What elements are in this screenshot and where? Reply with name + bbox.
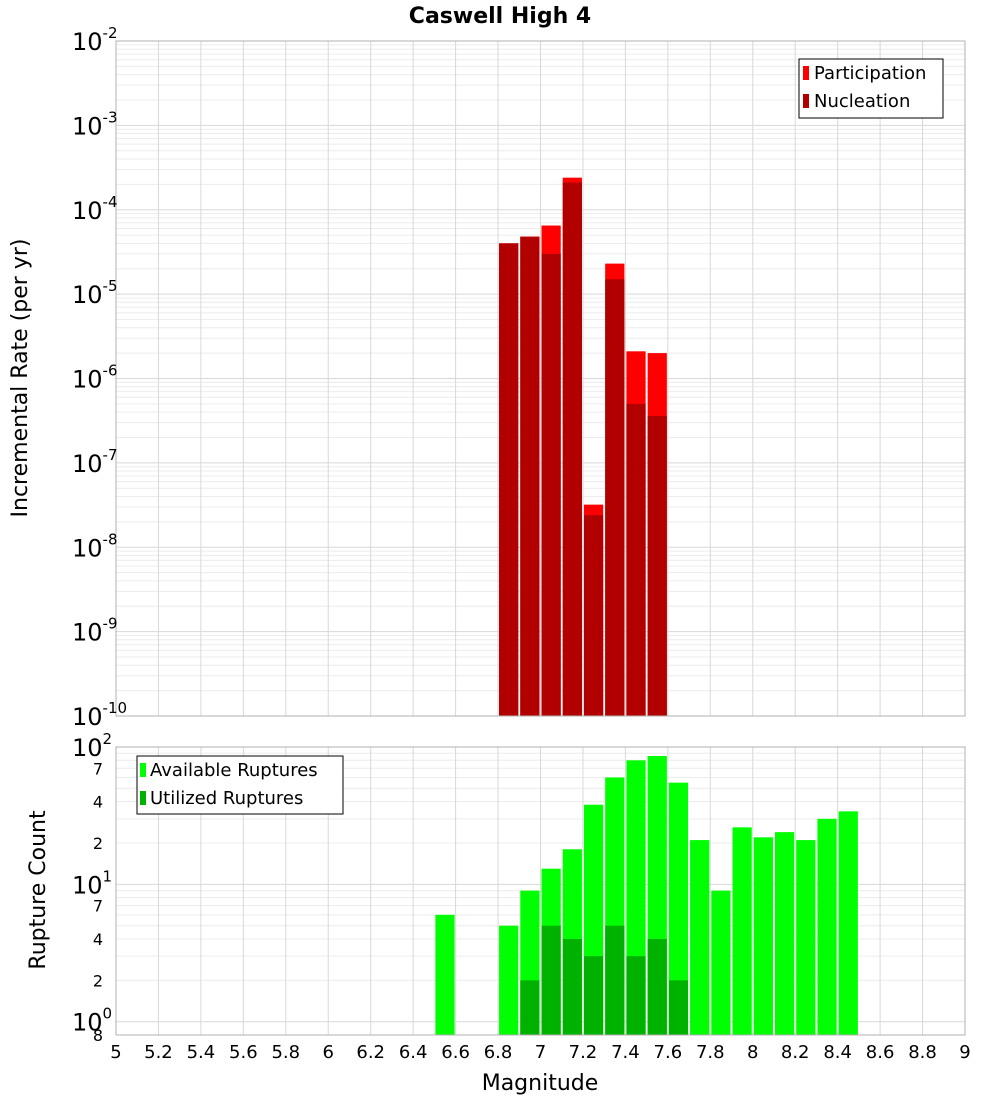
- magnitude-x-tick-label: 6.8: [484, 1042, 513, 1063]
- utilized-ruptures-bar: [562, 939, 582, 1035]
- magnitude-x-tick-label: 5: [110, 1042, 121, 1063]
- magnitude-x-tick-label: 8.2: [781, 1042, 810, 1063]
- count-y-minor-tick-label: 4: [93, 793, 103, 812]
- legend-label: Available Ruptures: [150, 760, 318, 781]
- legend-swatch: [803, 94, 809, 108]
- available-ruptures-bar: [499, 925, 519, 1035]
- rate-y-tick-label: 10-2: [72, 24, 118, 56]
- magnitude-x-tick-label: 7.6: [654, 1042, 683, 1063]
- utilized-ruptures-bar: [668, 980, 689, 1035]
- rate-y-axis-label: Incremental Rate (per yr): [8, 239, 33, 518]
- rate-y-tick-label: 10-3: [72, 108, 118, 140]
- rate-y-tick-labels: 10-10 10-9 10-8 10-7 10-6 10-5 10-4 10-3 10-2: [72, 24, 127, 731]
- count-y-minor-tick-label: 8: [93, 1026, 103, 1045]
- available-ruptures-bar: [711, 890, 731, 1035]
- magnitude-x-tick-label: 5.4: [187, 1042, 216, 1063]
- rate-y-tick-label: 10-6: [72, 362, 118, 394]
- count-y-minor-tick-label: 7: [93, 759, 103, 778]
- nucleation-bar: [499, 243, 519, 717]
- nucleation-bar: [605, 279, 625, 716]
- legend-label: Participation: [814, 63, 926, 84]
- rate-legend: Participation Nucleation: [798, 58, 944, 119]
- utilized-ruptures-bar: [626, 956, 646, 1035]
- magnitude-x-tick-label: 6.2: [356, 1042, 385, 1063]
- legend-swatch: [140, 791, 146, 805]
- available-ruptures-bar: [435, 914, 455, 1035]
- rate-legend-box: [798, 58, 944, 119]
- nucleation-bar: [647, 415, 667, 716]
- legend-label: Utilized Ruptures: [150, 788, 303, 809]
- available-ruptures-bar: [774, 832, 795, 1035]
- rate-bars: [499, 177, 667, 717]
- magnitude-x-tick-label: 5.2: [144, 1042, 173, 1063]
- count-legend-box: [136, 755, 344, 815]
- nucleation-bar: [626, 403, 646, 716]
- count-y-minor-tick-label: 2: [93, 834, 103, 853]
- count-y-minor-tick-label: 2: [93, 971, 103, 990]
- magnitude-x-tick-label: 8.6: [866, 1042, 895, 1063]
- utilized-ruptures-bar: [647, 939, 667, 1035]
- legend-label: Nucleation: [814, 91, 910, 112]
- nucleation-bar: [583, 515, 604, 716]
- available-ruptures-bar: [796, 840, 816, 1035]
- rate-y-tick-label: 10-10: [72, 699, 127, 731]
- available-ruptures-bar: [690, 840, 710, 1035]
- magnitude-x-tick-label: 7.2: [569, 1042, 598, 1063]
- rate-plot-border: [115, 40, 966, 717]
- count-plot-border: [115, 746, 966, 1036]
- nucleation-bar: [520, 236, 540, 716]
- magnitude-x-tick-label: 6.4: [399, 1042, 428, 1063]
- available-ruptures-bar: [668, 782, 689, 1035]
- magnitude-x-tick-label: 8.4: [823, 1042, 852, 1063]
- count-y-tick-label: 100: [72, 1005, 112, 1037]
- rate-y-tick-label: 10-5: [72, 277, 118, 309]
- magnitude-x-tick-labels: 5 5.2 5.4 5.6 5.8 6 6.2 6.4 6.6 6.8 7 7.2 7.4 7.6 7.8 8…: [110, 1042, 970, 1063]
- available-ruptures-bar: [732, 827, 752, 1035]
- magnitude-x-tick-label: 7: [535, 1042, 546, 1063]
- count-y-minor-tick-label: 4: [93, 930, 103, 949]
- magnitude-x-tick-label: 8: [747, 1042, 758, 1063]
- magnitude-x-tick-label: 5.6: [229, 1042, 258, 1063]
- count-panel: 100 101 102 8 2 4 7 2 4 7 5 5.2 5.4 5.6 5.8 6 6.2 6.4 6.6 6…: [72, 730, 971, 1063]
- magnitude-x-tick-label: 6.6: [441, 1042, 470, 1063]
- nucleation-bar: [541, 253, 561, 716]
- rate-y-tick-label: 10-8: [72, 530, 118, 562]
- magnitude-x-tick-label: 7.8: [696, 1042, 725, 1063]
- utilized-ruptures-bar: [605, 925, 625, 1035]
- available-ruptures-bar: [753, 837, 773, 1035]
- count-y-minor-tick-label: 7: [93, 897, 103, 916]
- magnitude-x-tick-label: 7.4: [611, 1042, 640, 1063]
- magnitude-x-tick-label: 8.8: [908, 1042, 937, 1063]
- count-legend: Available Ruptures Utilized Ruptures: [136, 755, 344, 815]
- rate-panel: 10-10 10-9 10-8 10-7 10-6 10-5 10-4 10-3 10-2 Par…: [72, 24, 966, 731]
- utilized-ruptures-bar: [583, 956, 604, 1035]
- utilized-ruptures-bar: [520, 980, 540, 1035]
- magnitude-x-axis-label: Magnitude: [482, 1071, 599, 1096]
- magnitude-x-tick-label: 5.8: [271, 1042, 300, 1063]
- count-y-tick-label: 102: [72, 730, 112, 762]
- count-y-tick-label: 101: [72, 867, 112, 899]
- utilized-ruptures-bar: [541, 925, 561, 1035]
- magnitude-x-tick-label: 6: [323, 1042, 334, 1063]
- chart-title: Caswell High 4: [409, 4, 591, 29]
- rate-y-tick-label: 10-9: [72, 615, 118, 647]
- legend-swatch: [140, 763, 146, 777]
- count-y-tick-labels: 100 101 102 8 2 4 7 2 4 7: [72, 730, 112, 1045]
- available-ruptures-bar: [838, 811, 858, 1035]
- count-y-axis-label: Rupture Count: [26, 810, 51, 970]
- nucleation-bar: [562, 182, 582, 716]
- rate-gridlines: [115, 40, 966, 717]
- magnitude-x-tick-label: 9: [959, 1042, 970, 1063]
- rate-y-tick-label: 10-7: [72, 446, 118, 478]
- legend-swatch: [803, 66, 809, 80]
- rate-y-tick-label: 10-4: [72, 193, 118, 225]
- count-bars: [435, 755, 858, 1035]
- available-ruptures-bar: [817, 818, 837, 1035]
